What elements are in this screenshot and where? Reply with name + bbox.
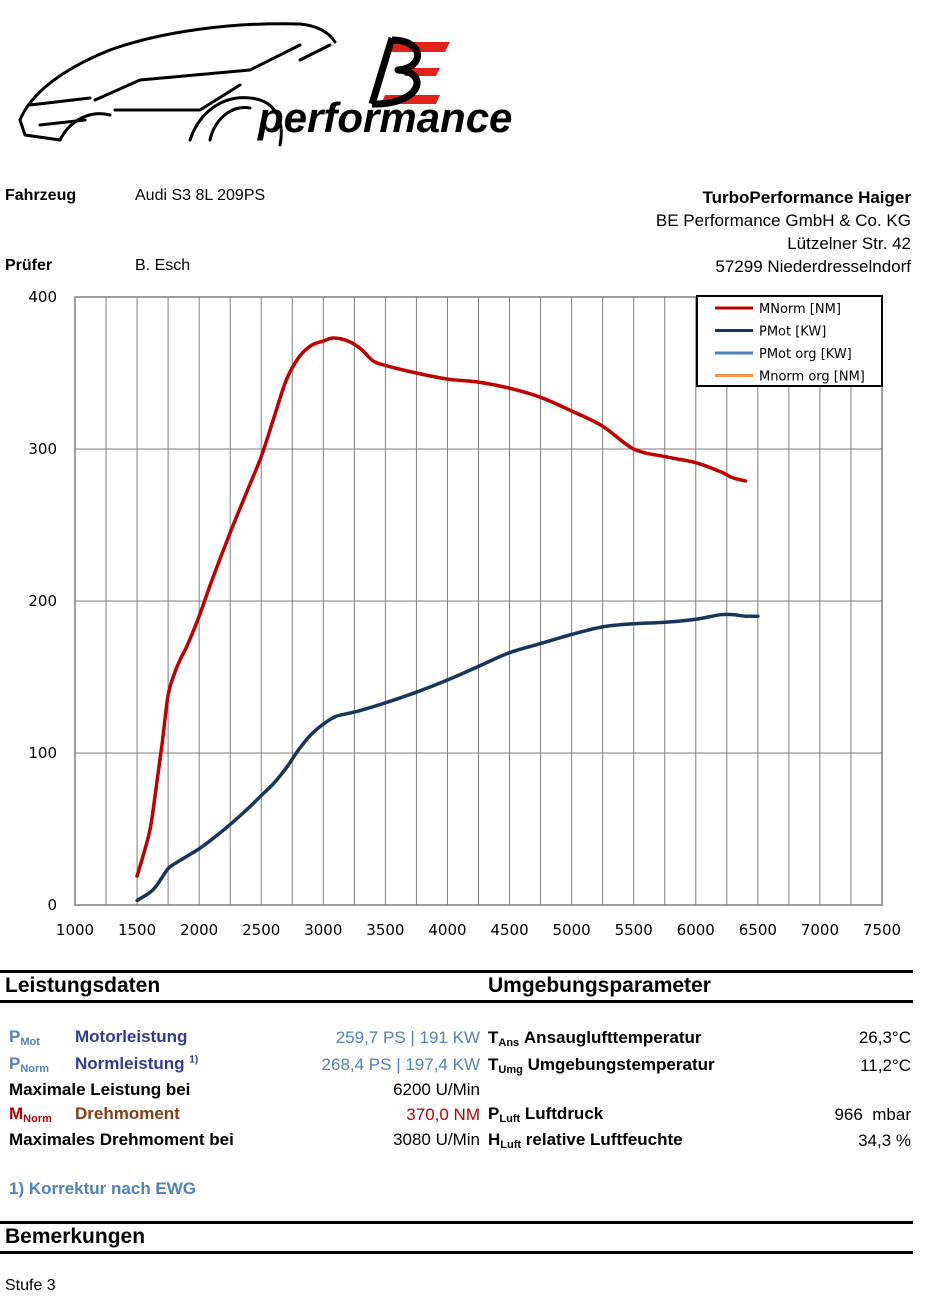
bemerkungen-rule-top	[0, 1221, 913, 1224]
car-outline-icon	[18, 22, 337, 147]
logo-text: performance	[257, 94, 512, 141]
legend-entry: Mnorm org [NM]	[759, 370, 865, 385]
x-tick-label: 5500	[615, 921, 653, 939]
y-tick-label: 400	[28, 288, 57, 306]
company-line-2: BE Performance GmbH & Co. KG	[655, 211, 911, 230]
company-line-4: 57299 Niederdresselndorf	[715, 257, 911, 276]
pnorm-value: 268,4 PS | 197,4 KW	[321, 1055, 480, 1074]
x-tick-label: 2000	[180, 921, 218, 939]
pluft-value: 966 mbar	[834, 1105, 911, 1124]
pmot-label: Motorleistung	[75, 1027, 188, 1046]
x-tick-label: 3500	[366, 921, 404, 939]
hluft-value: 34,3 %	[858, 1131, 911, 1150]
company-line-3: Lützelner Str. 42	[787, 234, 911, 253]
x-tick-label: 2500	[242, 921, 280, 939]
max-drehmoment-value: 3080 U/Min	[393, 1130, 480, 1149]
max-drehmoment-label: Maximales Drehmoment bei	[9, 1130, 234, 1149]
x-tick-label: 6500	[739, 921, 777, 939]
x-tick-label: 7500	[863, 921, 901, 939]
company-name: TurboPerformance Haiger	[702, 188, 911, 207]
fahrzeug-value: Audi S3 8L 209PS	[135, 187, 266, 204]
legend-entry: PMot org [KW]	[759, 347, 852, 362]
company-block: TurboPerformance Haiger BE Performance G…	[511, 186, 911, 278]
section-rule-top	[0, 970, 913, 973]
x-tick-label: 6000	[677, 921, 715, 939]
bemerkungen-title: Bemerkungen	[5, 1225, 146, 1248]
hluft-row: HLuft relative Luftfeuchte	[488, 1130, 683, 1151]
x-tick-label: 4000	[428, 921, 466, 939]
plot-frame	[74, 296, 883, 906]
series-line-2	[135, 612, 760, 903]
tans-value: 26,3°C	[858, 1028, 911, 1047]
x-tick-label: 5000	[553, 921, 591, 939]
pruefer-label: Prüfer	[5, 257, 53, 274]
leistungsdaten-title: Leistungsdaten	[5, 974, 161, 997]
series-line-1	[135, 336, 748, 878]
pnorm-label: Normleistung 1)	[75, 1054, 199, 1073]
x-tick-label: 1000	[56, 921, 94, 939]
mnorm-label: Drehmoment	[75, 1104, 180, 1123]
tumg-row: TUmg Umgebungstemperatur	[488, 1055, 715, 1076]
bemerkungen-rule-bottom	[0, 1251, 913, 1254]
pmot-symbol: PMot	[9, 1027, 40, 1048]
be-mark-icon	[368, 36, 450, 108]
y-tick-label: 100	[28, 744, 57, 762]
x-tick-label: 3000	[304, 921, 342, 939]
x-tick-label: 7000	[801, 921, 839, 939]
mnorm-value: 370,0 NM	[406, 1105, 480, 1124]
x-tick-label: 1500	[118, 921, 156, 939]
max-leistung-label: Maximale Leistung bei	[9, 1080, 191, 1099]
fahrzeug-label: Fahrzeug	[5, 187, 77, 204]
legend-box	[696, 295, 883, 387]
max-leistung-value: 6200 U/Min	[393, 1080, 480, 1099]
dyno-chart: 0 100 200 300 400 1000 1500 2000 2500 3000 3500 400…	[28, 288, 901, 939]
tumg-value: 11,2°C	[860, 1056, 911, 1075]
section-rule-bottom	[0, 1000, 913, 1003]
pnorm-symbol: PNorm	[9, 1054, 50, 1075]
be-performance-logo: performance	[18, 22, 512, 147]
tans-row: TAns Ansauglufttemperatur	[488, 1028, 702, 1049]
x-tick-label: 4500	[490, 921, 528, 939]
pmot-value: 259,7 PS | 191 KW	[335, 1028, 480, 1047]
bemerkungen-text: Stufe 3	[5, 1277, 56, 1294]
umgebung-title: Umgebungsparameter	[488, 974, 711, 997]
pluft-row: PLuft Luftdruck	[488, 1104, 604, 1125]
footnote: 1) Korrektur nach EWG	[9, 1179, 197, 1198]
y-tick-label: 0	[47, 896, 57, 914]
mnorm-symbol: MNorm	[9, 1104, 52, 1125]
y-tick-label: 200	[28, 592, 57, 610]
pruefer-value: B. Esch	[135, 257, 191, 274]
y-tick-label: 300	[28, 440, 57, 458]
legend-entry: MNorm [NM]	[759, 302, 841, 317]
legend-entry: PMot [KW]	[759, 325, 826, 340]
